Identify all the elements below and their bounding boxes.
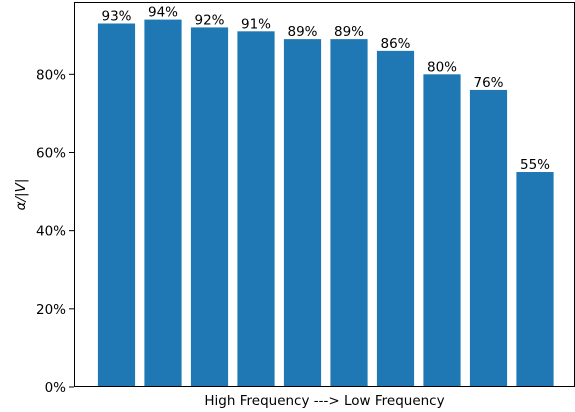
bar-value-label: 92%	[194, 12, 224, 28]
bar-value-label: 55%	[520, 157, 550, 173]
bar-4	[237, 31, 275, 388]
bar-value-label: 80%	[427, 59, 457, 75]
bars-group	[97, 19, 554, 388]
y-tick-label: 0%	[45, 380, 67, 396]
bar-3	[190, 27, 229, 387]
bar-9	[469, 89, 508, 387]
bar-value-label: 91%	[241, 16, 271, 32]
bar-2	[144, 19, 182, 388]
bar-10	[516, 172, 554, 387]
y-tick-label: 60%	[36, 145, 66, 161]
bar-6	[330, 39, 368, 387]
bar-value-label: 93%	[101, 9, 131, 25]
bar-value-label: 89%	[287, 24, 317, 40]
bar-value-label: 89%	[334, 24, 364, 40]
bar-value-label: 94%	[148, 5, 178, 21]
bar-8	[423, 74, 461, 387]
y-tick-label: 40%	[36, 224, 66, 240]
x-axis-label: High Frequency ---> Low Frequency	[204, 393, 444, 409]
bar-1	[97, 23, 136, 387]
y-axis-label: α/|V|	[13, 179, 29, 211]
y-axis-ticks: 0% 20% 40% 60% 80%	[36, 67, 74, 396]
y-tick-label: 20%	[36, 302, 66, 318]
data-labels-group: 93% 94% 92% 91% 89% 89% 86% 80% 76% 55%	[101, 5, 550, 173]
bar-5	[283, 39, 322, 387]
bar-7	[376, 50, 415, 388]
bar-value-label: 86%	[380, 36, 410, 52]
bar-value-label: 76%	[473, 75, 503, 91]
y-tick-label: 80%	[36, 67, 66, 83]
